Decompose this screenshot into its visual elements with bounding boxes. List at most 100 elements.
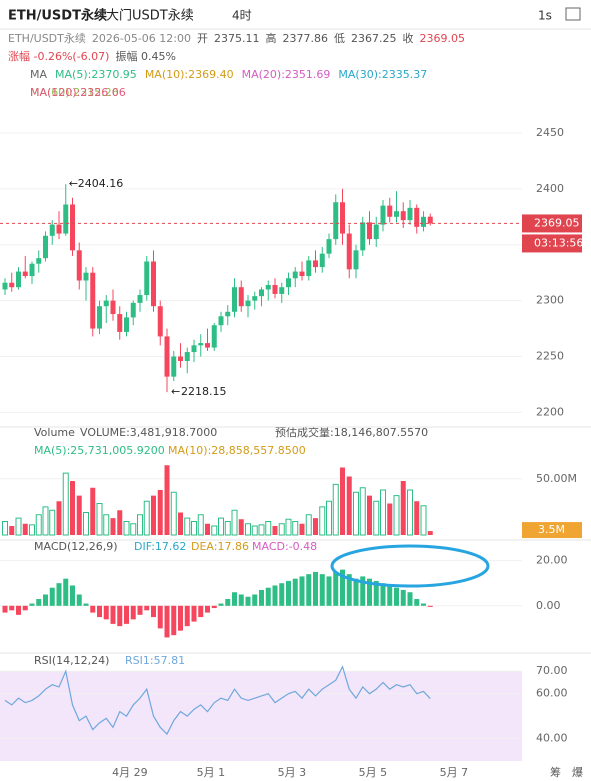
candle-body bbox=[313, 260, 318, 268]
y-tick-label: 2200 bbox=[536, 405, 564, 418]
macd-bar bbox=[83, 603, 89, 606]
volume-bar bbox=[83, 512, 89, 536]
volume-bar bbox=[393, 495, 400, 536]
candle-body bbox=[286, 278, 291, 288]
x-tick-label: 5月 1 bbox=[197, 766, 226, 779]
macd-bar bbox=[178, 605, 183, 631]
symbol[interactable]: ETH/USDT永续 bbox=[8, 8, 107, 24]
macd-bar bbox=[56, 583, 62, 606]
candle-body bbox=[9, 282, 15, 288]
volume-bar bbox=[151, 495, 156, 535]
candle-body bbox=[333, 202, 339, 240]
volume-badge-text: 3.5M bbox=[538, 523, 565, 536]
candle-body bbox=[205, 343, 210, 348]
tool-icon[interactable]: 筹 bbox=[550, 765, 561, 779]
volume-bar bbox=[353, 491, 359, 536]
volume-bar bbox=[427, 531, 433, 535]
candle-body bbox=[427, 216, 433, 224]
candle-body bbox=[36, 258, 42, 264]
volume-bar bbox=[340, 467, 345, 535]
amplitude: 振幅 0.45% bbox=[115, 49, 175, 63]
candle-body bbox=[346, 233, 352, 270]
volume-bar bbox=[414, 501, 420, 535]
macd-bar bbox=[279, 583, 285, 606]
candle-body bbox=[22, 271, 28, 277]
volume-bar bbox=[387, 503, 393, 535]
candle-body bbox=[157, 306, 163, 337]
candle-body bbox=[63, 204, 69, 234]
volume-bar bbox=[380, 489, 386, 536]
macd-bar bbox=[252, 594, 258, 606]
candle-body bbox=[191, 345, 197, 353]
candle-body bbox=[178, 356, 183, 361]
macd-bar bbox=[16, 605, 21, 615]
price-badge bbox=[522, 214, 582, 233]
interval[interactable]: 4时 bbox=[232, 9, 252, 23]
arrow: ← bbox=[171, 385, 180, 398]
candle-body bbox=[353, 250, 359, 270]
volume-legend: 预估成交量:18,146,807.5570 bbox=[275, 425, 428, 439]
candle-body bbox=[76, 250, 82, 281]
volume-bar bbox=[367, 495, 372, 535]
macd-bar bbox=[144, 605, 150, 611]
candle-body bbox=[171, 356, 177, 377]
volume-bar bbox=[224, 521, 231, 536]
volume-bar bbox=[9, 526, 15, 535]
settings-icon[interactable] bbox=[565, 7, 581, 21]
macd-legend: DIF:17.62 bbox=[134, 540, 186, 553]
candle-body bbox=[124, 317, 129, 332]
macd-bar bbox=[130, 605, 136, 620]
refresh[interactable]: 1s bbox=[538, 9, 552, 23]
candle-body bbox=[252, 296, 258, 301]
candle-body bbox=[49, 224, 55, 236]
candle-body bbox=[97, 306, 102, 329]
candle-body bbox=[326, 239, 332, 254]
y-tick-label: 20.00 bbox=[536, 554, 568, 567]
volume-bar bbox=[191, 521, 197, 536]
rsi-legend: RSI1:57.81 bbox=[125, 654, 185, 667]
macd-bar bbox=[373, 580, 379, 606]
volume-bar bbox=[56, 501, 62, 535]
candle-body bbox=[83, 272, 89, 281]
macd-bar bbox=[333, 571, 339, 606]
macd-bar bbox=[211, 605, 217, 609]
low-value: 2367.25 bbox=[351, 32, 397, 45]
candle-body bbox=[407, 207, 413, 221]
volume-bar bbox=[137, 514, 143, 536]
macd-bar bbox=[367, 578, 372, 606]
open-label: 开 bbox=[197, 32, 208, 45]
volume-legend: MA(5):25,731,005.9200 bbox=[34, 444, 165, 457]
volume-legend: MA(10):28,858,557.8500 bbox=[168, 444, 306, 457]
macd-bar bbox=[286, 580, 291, 606]
macd-bar bbox=[306, 574, 312, 606]
volume-bar bbox=[178, 512, 183, 535]
volume-bar bbox=[184, 517, 191, 536]
macd-bar bbox=[272, 585, 278, 606]
volume-bar bbox=[400, 481, 406, 535]
arrow: ← bbox=[69, 177, 78, 190]
volume-bar bbox=[299, 523, 305, 535]
volume-bar bbox=[130, 523, 137, 536]
tool-icon[interactable]: 爆 bbox=[572, 765, 583, 779]
volume-bar bbox=[197, 514, 204, 536]
volume-bar bbox=[15, 517, 22, 536]
volume-bar bbox=[278, 523, 285, 536]
high-label: 高 bbox=[266, 31, 277, 45]
info-name: ETH/USDT永续 bbox=[8, 31, 86, 45]
macd-bar bbox=[340, 569, 345, 606]
macd-bar bbox=[326, 576, 332, 606]
candle-body bbox=[360, 222, 366, 251]
volume-bar bbox=[117, 510, 123, 535]
candle-body bbox=[400, 211, 406, 221]
volume-bar bbox=[170, 491, 177, 536]
macd-bar bbox=[90, 605, 96, 613]
candle-body bbox=[130, 302, 136, 318]
macd-bar bbox=[421, 603, 426, 606]
macd-bar bbox=[313, 571, 318, 606]
candle-body bbox=[259, 289, 264, 297]
candle-body bbox=[272, 284, 278, 294]
candle-body bbox=[2, 282, 8, 290]
macd-bar bbox=[218, 603, 224, 606]
